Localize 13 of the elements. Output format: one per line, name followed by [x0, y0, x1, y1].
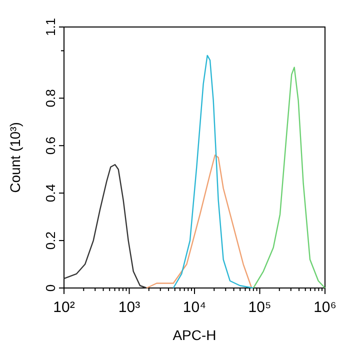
x-tick-label: 10³: [118, 299, 140, 316]
y-tick-label: 0: [43, 284, 58, 292]
y-axis-title: Count (10³): [7, 122, 23, 193]
y-tick-label: 0.6: [43, 136, 58, 155]
y-tick-label: 1.1: [43, 18, 58, 36]
y-tick-label: 0.8: [43, 89, 58, 108]
x-tick-label: 10²: [53, 299, 75, 316]
y-tick-label: 0.2: [43, 232, 58, 250]
x-tick-label: 10⁴: [182, 299, 206, 316]
x-tick-label: 10⁶: [314, 299, 336, 316]
y-tick-label: 0.4: [43, 184, 58, 202]
x-tick-label: 10⁵: [248, 299, 272, 316]
x-axis-title: APC-H: [172, 327, 216, 343]
